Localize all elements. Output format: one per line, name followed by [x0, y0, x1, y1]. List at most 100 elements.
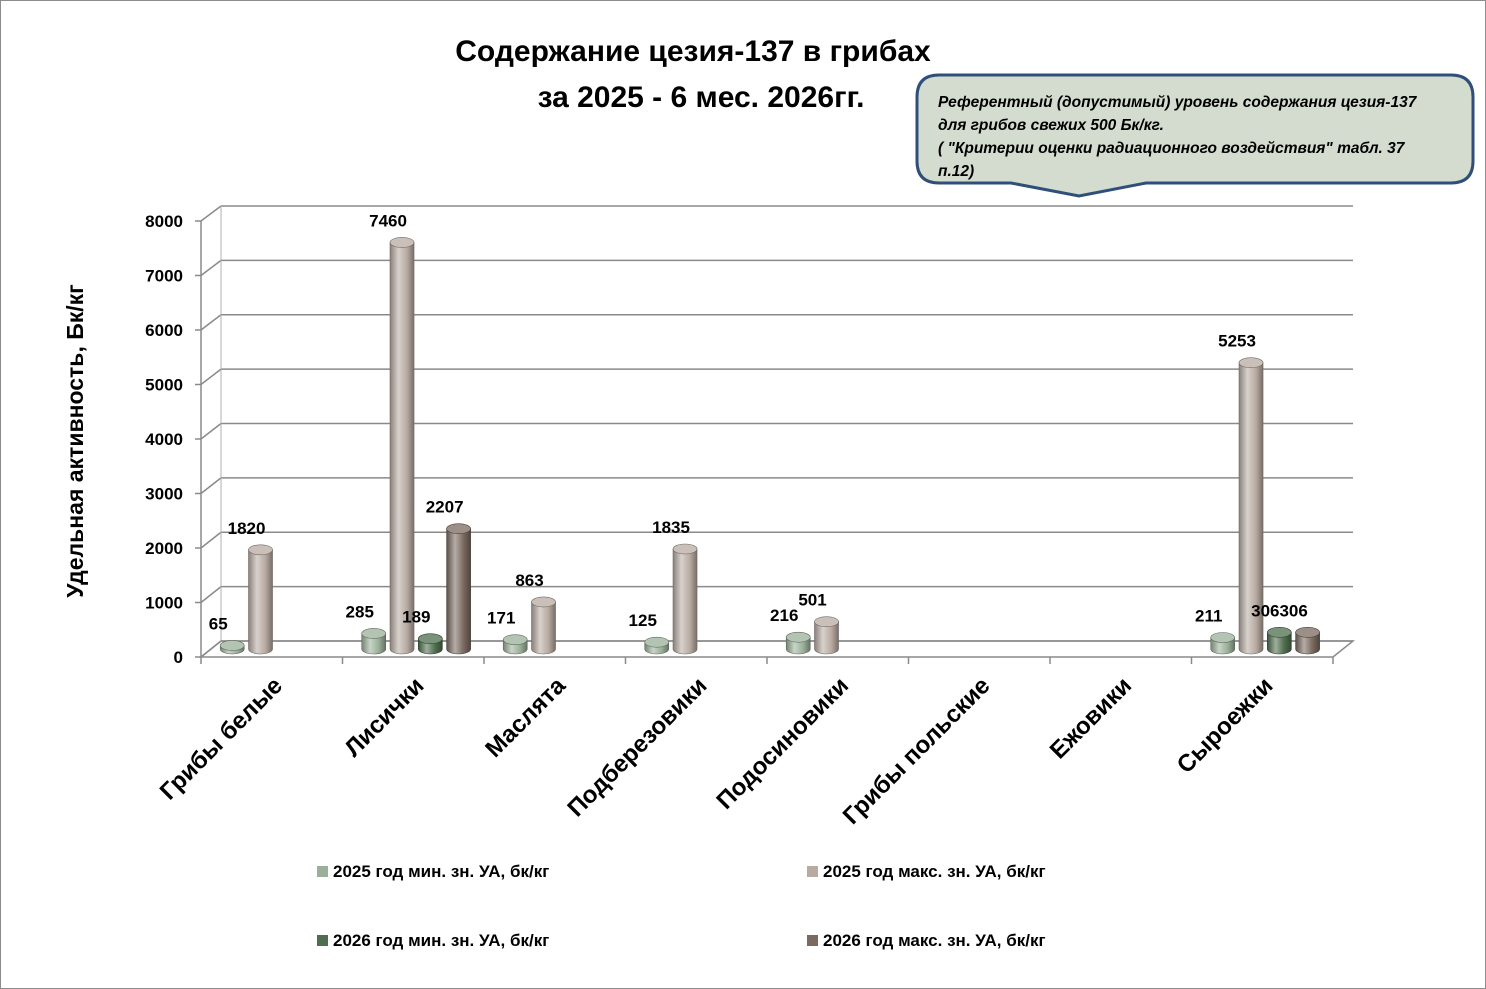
bar-top	[446, 523, 471, 535]
legend-swatch	[317, 866, 328, 877]
bar-body	[361, 633, 387, 655]
bar	[1295, 627, 1320, 655]
bar-top	[531, 596, 556, 608]
callout-line-2: для грибов свежих 500 Бк/кг.	[938, 117, 1164, 134]
bar-body	[672, 548, 698, 655]
gridline-depth	[200, 586, 222, 604]
y-axis-ticks: 0 1000 2000 3000 4000 5000 6000 7000 8000	[145, 212, 183, 667]
bar	[1238, 357, 1264, 655]
y-tick-label: 1000	[145, 594, 183, 613]
bar-top	[1210, 632, 1236, 643]
x-category-label: Подосиновики	[711, 672, 854, 815]
bar-top	[389, 237, 415, 248]
bar-top	[418, 633, 443, 644]
legend-item: 2026 год мин. зн. УА, бк/кг	[317, 931, 549, 950]
y-tick-label: 7000	[145, 267, 183, 286]
bar	[446, 523, 471, 655]
bar-top	[644, 636, 670, 648]
gridline-depth	[200, 205, 222, 222]
bar-top	[1295, 627, 1320, 638]
y-tick-label: 2000	[145, 539, 183, 558]
data-label: 216	[770, 606, 798, 625]
x-category-label: Сыроежки	[1172, 672, 1279, 779]
plot-grid	[195, 205, 1356, 658]
data-label: 1820	[228, 519, 266, 538]
chart-title-line-2: за 2025 - 6 мес. 2026гг.	[538, 81, 865, 114]
data-label: 7460	[369, 211, 407, 230]
legend-item: 2025 год макс. зн. УА, бк/кг	[807, 862, 1046, 881]
bar-top	[672, 543, 698, 555]
bar	[418, 633, 443, 655]
bar	[531, 596, 556, 655]
gridline-depth	[200, 314, 222, 331]
bar	[361, 628, 387, 655]
bar	[814, 616, 839, 655]
legend: 2025 год мин. зн. УА, бк/кг 2025 год макс…	[317, 862, 1046, 950]
legend-item: 2026 год макс. зн. УА, бк/кг	[807, 931, 1046, 950]
x-category-label: Маслята	[480, 672, 571, 763]
bar-body	[1238, 362, 1264, 655]
bar-top	[248, 544, 273, 556]
y-axis-title: Удельная активность, Бк/кг	[62, 284, 88, 597]
legend-swatch	[317, 935, 328, 946]
bar-top	[219, 640, 245, 651]
bar-body	[389, 242, 415, 655]
bar-body	[1267, 632, 1292, 655]
gridline-depth	[200, 422, 222, 440]
bar	[644, 636, 670, 655]
data-label: 211	[1195, 607, 1222, 626]
data-label: 306	[1279, 601, 1307, 620]
bar-body	[814, 621, 839, 655]
chart-title-line-1: Содержание цезия-137 в грибах	[455, 35, 931, 68]
bar-top	[1238, 357, 1264, 369]
bar-top	[502, 634, 528, 645]
data-label: 306	[1251, 601, 1279, 620]
legend-label: 2026 год мин. зн. УА, бк/кг	[333, 931, 549, 950]
data-label: 189	[402, 608, 430, 627]
y-tick-label: 4000	[145, 430, 183, 449]
bar-body	[1295, 632, 1320, 655]
data-label: 125	[629, 611, 657, 630]
bar-top	[1267, 627, 1292, 638]
reference-level-callout: Референтный (допустимый) уровень содержа…	[915, 73, 1475, 198]
bar	[785, 631, 811, 655]
x-category-label: Грибы белые	[155, 672, 288, 805]
gridline-depth	[200, 477, 222, 495]
bar-top	[814, 616, 839, 627]
bar	[1210, 632, 1236, 655]
bars	[219, 237, 1320, 655]
x-category-label: Ежовики	[1045, 672, 1137, 764]
plot-floor	[198, 640, 1356, 658]
data-label: 5253	[1218, 332, 1256, 351]
y-tick-label: 5000	[145, 376, 183, 395]
chart-title: Содержание цезия-137 в грибах за 2025 - …	[455, 35, 931, 114]
callout-shape	[915, 73, 1475, 198]
data-label: 1835	[652, 518, 690, 537]
x-axis-categories: Грибы белые Лисички МаслятаПодберезовикиПо…	[155, 657, 1334, 830]
x-category-label: Лисички	[339, 672, 429, 762]
callout-line-1: Референтный (допустимый) уровень содержа…	[938, 94, 1418, 111]
x-category-label: Грибы польские	[838, 672, 996, 830]
gridline-depth	[200, 368, 222, 386]
legend-label: 2025 год макс. зн. УА, бк/кг	[823, 862, 1046, 881]
bar-body	[531, 601, 556, 655]
gridline-depth	[200, 259, 222, 277]
x-category-label: Подберезовики	[562, 672, 712, 822]
bar	[389, 237, 415, 655]
data-label: 863	[515, 571, 543, 590]
gridline-depth	[200, 531, 222, 549]
data-label: 501	[798, 591, 826, 610]
bar-body	[248, 549, 273, 655]
bar	[219, 640, 245, 655]
bar-top	[361, 628, 387, 639]
legend-swatch	[807, 866, 818, 877]
callout-line-4: п.12)	[938, 163, 974, 180]
data-label: 65	[209, 614, 228, 633]
y-tick-label: 0	[174, 648, 183, 667]
bar-top	[785, 631, 811, 643]
bar	[248, 544, 273, 655]
y-tick-label: 3000	[145, 485, 183, 504]
